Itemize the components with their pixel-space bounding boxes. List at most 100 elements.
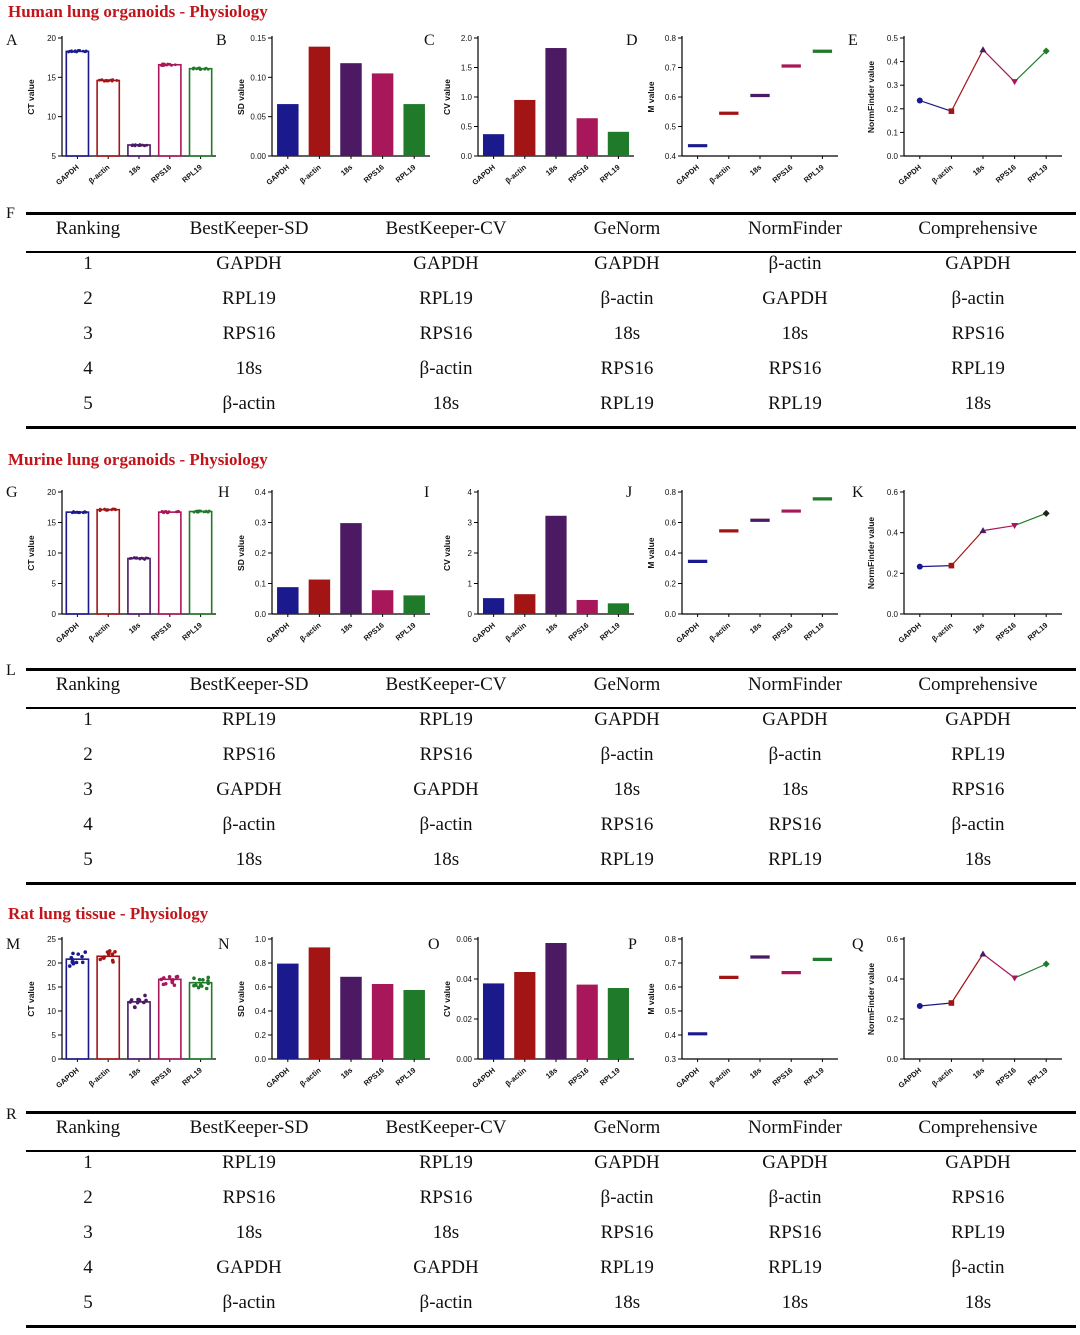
bar-GAPDH: [277, 963, 299, 1059]
series-segment: [950, 49, 984, 112]
panel-label-i: I: [424, 484, 430, 501]
bar-18s: [340, 976, 362, 1059]
table-cell: 5: [83, 393, 93, 414]
data-point: [164, 510, 168, 513]
panel-label-p: P: [628, 936, 637, 953]
bar-β-actin: [514, 972, 536, 1059]
x-tick-label: GAPDH: [674, 163, 701, 187]
table-cell: GAPDH: [216, 779, 282, 800]
y-tick-label: 15: [47, 983, 56, 992]
data-point: [145, 143, 149, 147]
table-cell: RPL19: [222, 1152, 276, 1173]
y-tick-label: 5: [52, 1031, 57, 1040]
x-tick-label: RPS16: [994, 1066, 1018, 1088]
table-cell: GAPDH: [945, 709, 1011, 730]
y-tick-label: 0.4: [887, 529, 899, 538]
x-tick-label: RPS16: [362, 163, 386, 185]
table-header-cell: GeNorm: [593, 674, 661, 695]
data-point: [196, 985, 201, 990]
table-cell: RPS16: [222, 744, 276, 765]
data-point: [192, 976, 196, 981]
y-tick-label: 0.1: [887, 128, 899, 137]
bar-18s: [545, 48, 567, 156]
data-point: [173, 63, 177, 67]
bar-RPS16: [371, 73, 394, 156]
data-point: [83, 510, 86, 514]
bar-18s: [340, 523, 362, 614]
data-point: [199, 67, 203, 71]
series-segment: [950, 953, 984, 1004]
bar-GAPDH: [277, 104, 299, 156]
data-point: [142, 1000, 146, 1005]
data-point: [206, 975, 211, 980]
table-cell: RPL19: [951, 744, 1005, 765]
bar-RPS16: [371, 984, 394, 1059]
x-tick-label: GAPDH: [54, 163, 81, 187]
table-cell: 18s: [964, 1292, 992, 1313]
y-tick-label: 0.5: [461, 123, 473, 132]
x-tick-label: RPL19: [598, 1066, 622, 1088]
table-bottom-rule: [26, 426, 1076, 429]
bar-RPS16: [576, 118, 598, 156]
chart-panel-p: 0.3 0.4 0.5 0.6 0.7 0.8 M value GAPDH β-actin 18s…: [646, 935, 838, 1090]
table-bottom-rule: [26, 1325, 1076, 1328]
table-header-cell: Comprehensive: [918, 674, 1038, 695]
table-header-cell: BestKeeper-SD: [189, 1117, 309, 1138]
x-tick-label: RPL19: [802, 621, 826, 643]
table-header-cell: BestKeeper-CV: [385, 1117, 507, 1138]
x-tick-label: β-actin: [503, 620, 528, 643]
table-cell: GAPDH: [762, 1152, 828, 1173]
table-cell: GAPDH: [762, 288, 828, 309]
bar-GAPDH: [65, 958, 90, 1060]
y-tick-label: 0.06: [456, 935, 472, 944]
x-tick-label: β-actin: [503, 162, 528, 185]
table-header-cell: Ranking: [55, 1117, 121, 1138]
x-tick-label: 18s: [127, 1066, 142, 1081]
table-cell: β-actin: [768, 253, 822, 274]
data-point: [204, 986, 209, 991]
x-tick-label: 18s: [748, 621, 763, 636]
data-point: [138, 143, 142, 146]
data-point: [70, 50, 74, 54]
table-cell: β-actin: [222, 814, 276, 835]
x-tick-label: β-actin: [87, 620, 112, 643]
data-point: [167, 975, 172, 979]
panel-label-l: L: [6, 662, 16, 679]
y-axis-title: CT value: [26, 981, 36, 1017]
y-axis-title: M value: [646, 983, 656, 1014]
table-cell: 4: [83, 1257, 93, 1278]
data-point: [175, 510, 179, 514]
x-tick-label: β-actin: [298, 620, 323, 643]
x-tick-label: RPS16: [362, 1066, 386, 1088]
y-axis-title: CV value: [442, 79, 452, 115]
bar-β-actin: [96, 508, 121, 615]
data-point: [170, 980, 175, 985]
table-cell: GAPDH: [594, 253, 660, 274]
data-point: [80, 960, 85, 965]
y-tick-label: 0.4: [665, 1031, 677, 1040]
x-tick-label: β-actin: [930, 162, 955, 185]
x-tick-label: RPL19: [1026, 621, 1050, 643]
y-tick-label: 2: [468, 549, 473, 558]
table-cell: RPS16: [419, 744, 473, 765]
table-top-rule: [26, 212, 1076, 215]
table-cell: 2: [83, 1187, 93, 1208]
data-point: [197, 977, 202, 982]
x-tick-label: RPS16: [149, 1066, 173, 1088]
table-header-cell: NormFinder: [748, 1117, 842, 1138]
chart-panel-h: 0.0 0.1 0.2 0.3 0.4 SD value GAPDH β-actin 18s RP…: [236, 488, 430, 645]
panel-label-m: M: [6, 936, 21, 953]
table-cell: 18s: [964, 849, 992, 870]
x-tick-label: RPS16: [770, 1066, 794, 1088]
table-cell: β-actin: [222, 1292, 276, 1313]
data-point: [206, 978, 210, 983]
table-cell: β-actin: [768, 1187, 822, 1208]
x-tick-label: 18s: [748, 1066, 763, 1081]
table-header-cell: Comprehensive: [918, 1117, 1038, 1138]
bar-β-actin: [96, 79, 121, 157]
x-tick-label: β-actin: [298, 162, 323, 185]
table-cell: 4: [83, 358, 93, 379]
series-segment: [919, 565, 952, 568]
bar-β-actin: [96, 955, 121, 1060]
x-tick-label: GAPDH: [897, 1066, 924, 1090]
